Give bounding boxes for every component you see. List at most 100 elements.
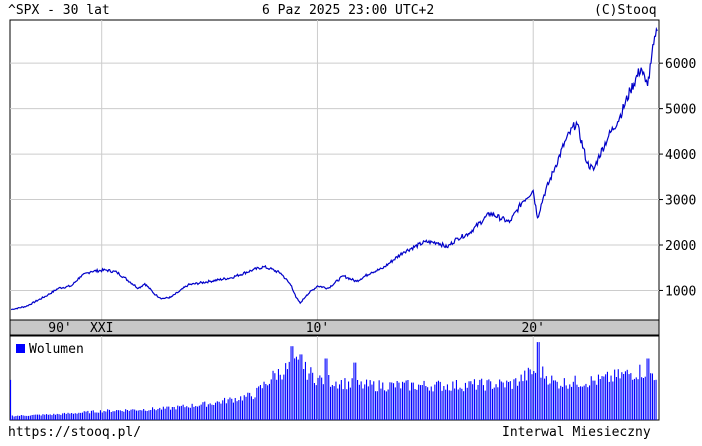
y-tick-label: 2000 [665, 239, 696, 254]
volume-bar [340, 380, 342, 420]
volume-bar [533, 371, 535, 420]
volume-bar [508, 382, 510, 420]
volume-bar [108, 409, 110, 420]
volume-bar [553, 380, 555, 420]
volume-bar [105, 411, 107, 420]
volume-bar [49, 414, 51, 420]
volume-bar [416, 389, 418, 420]
volume-bar [432, 391, 434, 420]
volume-bar [642, 378, 644, 420]
volume-bar [22, 415, 24, 420]
volume-bar [42, 414, 44, 420]
volume-bar [78, 412, 80, 420]
volume-bar [335, 381, 337, 420]
volume-bar [630, 373, 632, 420]
volume-bar [617, 369, 619, 420]
volume-bar [481, 378, 483, 420]
volume-bar [378, 380, 380, 420]
volume-bar [463, 391, 465, 420]
volume-bar [545, 376, 547, 420]
volume-bar [651, 373, 653, 420]
volume-bar [117, 410, 119, 420]
volume-bar [240, 396, 242, 420]
volume-bar [38, 414, 40, 420]
volume-bar [101, 412, 103, 420]
volume-bar [249, 392, 251, 420]
volume-bar [191, 403, 193, 420]
volume-bar [382, 382, 384, 420]
volume-bar [452, 381, 454, 420]
volume-bar [443, 386, 445, 420]
volume-bar [161, 409, 163, 420]
volume-bar [72, 413, 74, 420]
volume-bar [306, 379, 308, 420]
volume-bar [402, 381, 404, 420]
volume-bar [141, 410, 143, 420]
volume-bar [394, 387, 396, 420]
volume-bar [322, 384, 324, 420]
volume-bar [506, 380, 508, 420]
volume-bar [357, 380, 359, 420]
volume-bar [47, 414, 49, 420]
volume-bar [29, 415, 31, 420]
source-url[interactable]: https://stooq.pl/ [8, 425, 142, 440]
volume-bar [331, 385, 333, 420]
y-tick-label: 5000 [665, 103, 696, 118]
volume-bar [213, 405, 215, 420]
volume-bar [215, 402, 217, 420]
volume-bar [92, 410, 94, 420]
volume-bar [56, 413, 58, 420]
volume-bar [288, 361, 290, 420]
grid-lines [10, 20, 659, 320]
volume-bar [317, 377, 319, 420]
volume-bar [324, 358, 326, 420]
volume-bar [437, 380, 439, 420]
volume-bar [67, 412, 69, 420]
volume-bar [549, 383, 551, 420]
volume-bar [650, 373, 652, 420]
volume-bar [270, 379, 272, 420]
volume-bar [445, 389, 447, 420]
volume-bar [344, 378, 346, 420]
volume-legend-swatch [16, 344, 25, 353]
volume-bar [153, 409, 155, 420]
copyright-label: (C)Stooq [594, 3, 657, 18]
volume-bar [542, 366, 544, 420]
volume-bar [339, 384, 341, 420]
volume-bar [279, 374, 281, 420]
volume-bar [58, 414, 60, 420]
volume-bar [513, 379, 515, 420]
volume-bar [286, 369, 288, 420]
volume-bar [529, 369, 531, 420]
volume-bar [457, 389, 459, 420]
volume-bar [473, 379, 475, 420]
volume-bar [380, 388, 382, 420]
volume-bar [315, 385, 317, 420]
volume-bar [17, 415, 19, 420]
volume-bar [312, 372, 314, 420]
volume-bar [531, 374, 533, 420]
volume-bar [556, 381, 558, 420]
volume-bar [648, 358, 650, 420]
volume-bar [464, 382, 466, 420]
volume-bar [576, 384, 578, 420]
volume-bar [580, 386, 582, 420]
x-tick-label: 20' [521, 321, 544, 336]
interval-label: Interwal Miesieczny [502, 425, 651, 440]
volume-bar [281, 379, 283, 420]
volume-bar [80, 412, 82, 420]
volume-bar [427, 387, 429, 420]
volume-bar [152, 407, 154, 420]
volume-bar [285, 363, 287, 420]
volume-bar [606, 371, 608, 420]
volume-bar [641, 377, 643, 420]
volume-bar [403, 382, 405, 420]
volume-bar [204, 401, 206, 420]
volume-bar [644, 376, 646, 420]
volume-bar [328, 375, 330, 420]
volume-bar [554, 380, 556, 420]
y-axis-ticks: 1000 2000 3000 4000 5000 6000 [659, 57, 696, 299]
volume-bar [170, 409, 172, 420]
volume-bar [428, 390, 430, 420]
volume-bar [619, 378, 621, 420]
